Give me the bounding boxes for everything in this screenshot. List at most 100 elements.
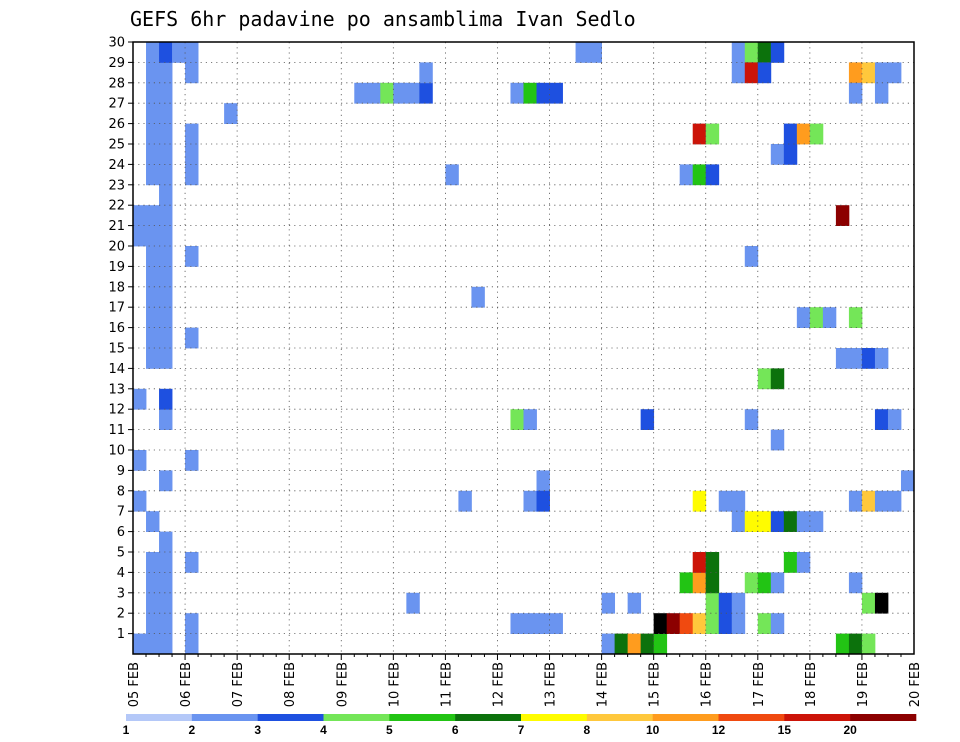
heatmap-cell <box>159 144 173 165</box>
heatmap-cell <box>510 613 524 634</box>
heatmap-cell <box>744 62 759 84</box>
heatmap-cell <box>731 42 746 63</box>
heatmap-cell <box>185 450 199 471</box>
colorbar-label: 2 <box>188 723 195 737</box>
heatmap-cell <box>536 470 550 492</box>
heatmap-cell <box>874 490 889 512</box>
x-tick-label: 09 FEB <box>335 662 350 707</box>
heatmap-cell <box>159 409 173 430</box>
heatmap-cell <box>705 552 720 573</box>
heatmap-cell <box>159 592 173 614</box>
heatmap-cell <box>848 633 863 655</box>
heatmap-cell <box>159 307 173 328</box>
heatmap-cell <box>185 327 199 349</box>
heatmap-cell <box>354 82 368 104</box>
heatmap-cell <box>185 42 199 63</box>
y-tick-label: 19 <box>108 260 125 275</box>
colorbar-label: 10 <box>646 723 660 737</box>
heatmap-cell <box>757 613 772 634</box>
y-tick-label: 18 <box>108 280 125 295</box>
heatmap-cell <box>770 42 785 63</box>
heatmap-cell <box>523 82 537 104</box>
colorbar: 1 2 3 4 5 6 7 8 10 12 15 20 <box>123 714 917 737</box>
colorbar-label: 8 <box>583 723 590 737</box>
x-tick-label: 13 FEB <box>544 662 559 707</box>
heatmap-cell <box>133 225 147 247</box>
y-tick-label: 25 <box>108 138 125 153</box>
colorbar-segment <box>126 714 193 721</box>
heatmap-cell <box>146 552 160 573</box>
heatmap-cell <box>770 144 785 165</box>
y-tick-label: 30 <box>108 36 125 51</box>
heatmap-cell <box>757 42 772 63</box>
heatmap-cell <box>718 490 733 512</box>
heatmap-cell <box>796 511 811 532</box>
y-tick-label: 29 <box>108 56 125 71</box>
heatmap-cell <box>159 470 173 492</box>
heatmap-cell <box>549 82 563 104</box>
heatmap-cell <box>185 123 199 145</box>
y-tick-label: 22 <box>108 199 125 214</box>
heatmap-cell <box>185 613 199 634</box>
heatmap-cell <box>640 409 655 430</box>
heatmap-cell <box>679 613 694 634</box>
heatmap-cell <box>796 123 811 145</box>
heatmap-cell <box>133 388 147 410</box>
heatmap-cell <box>146 613 160 634</box>
heatmap-cell <box>159 633 173 655</box>
heatmap-cell <box>848 348 863 369</box>
heatmap-cell <box>770 613 785 634</box>
heatmap-cell <box>835 633 850 655</box>
heatmap-cell <box>848 82 863 104</box>
heatmap-cell <box>861 62 876 84</box>
heatmap-cell <box>159 613 173 634</box>
heatmap-cell <box>874 82 889 104</box>
heatmap-cell <box>393 82 407 104</box>
heatmap-cell <box>861 633 876 655</box>
heatmap-cell <box>575 42 589 63</box>
heatmap-cell <box>900 470 915 492</box>
heatmap-cell <box>185 633 199 655</box>
heatmap-cell <box>146 123 160 145</box>
heatmap-cell <box>536 490 550 512</box>
heatmap-cell <box>146 246 160 267</box>
heatmap-cell <box>848 62 863 84</box>
heatmap-cell <box>406 82 420 104</box>
colorbar-segment <box>323 714 390 721</box>
heatmap-cell <box>146 307 160 328</box>
heatmap-cell <box>159 286 173 308</box>
heatmap-cell <box>705 592 720 614</box>
heatmap-cell <box>692 123 707 145</box>
y-tick-label: 4 <box>117 566 125 581</box>
colorbar-segment <box>784 714 851 721</box>
y-tick-label: 27 <box>108 97 125 112</box>
heatmap-cell <box>757 62 772 84</box>
y-tick-label: 3 <box>117 586 125 601</box>
heatmap-cell <box>185 144 199 165</box>
colorbar-label: 4 <box>320 723 327 737</box>
heatmap-cell <box>692 552 707 573</box>
heatmap-cell <box>848 490 863 512</box>
y-tick-label: 28 <box>108 76 125 91</box>
heatmap-cell <box>146 327 160 349</box>
x-tick-label: 08 FEB <box>283 662 298 707</box>
heatmap-cell <box>796 307 811 328</box>
heatmap-cell <box>809 307 824 328</box>
heatmap-cell <box>146 62 160 84</box>
heatmap-cell <box>185 246 199 267</box>
heatmap-cell <box>159 164 173 186</box>
x-tick-label: 17 FEB <box>752 662 767 707</box>
y-tick-label: 9 <box>117 464 125 479</box>
x-tick-label: 07 FEB <box>231 662 246 707</box>
y-tick-label: 6 <box>117 525 125 540</box>
heatmap-cell <box>510 82 524 104</box>
heatmap-cell <box>159 348 173 369</box>
x-tick-label: 19 FEB <box>856 662 871 707</box>
heatmap-cell <box>770 429 785 451</box>
heatmap-cell <box>705 613 720 634</box>
colorbar-label: 12 <box>712 723 726 737</box>
y-tick-label: 10 <box>108 444 125 459</box>
colorbar-label: 6 <box>452 723 459 737</box>
colorbar-segment <box>389 714 456 721</box>
